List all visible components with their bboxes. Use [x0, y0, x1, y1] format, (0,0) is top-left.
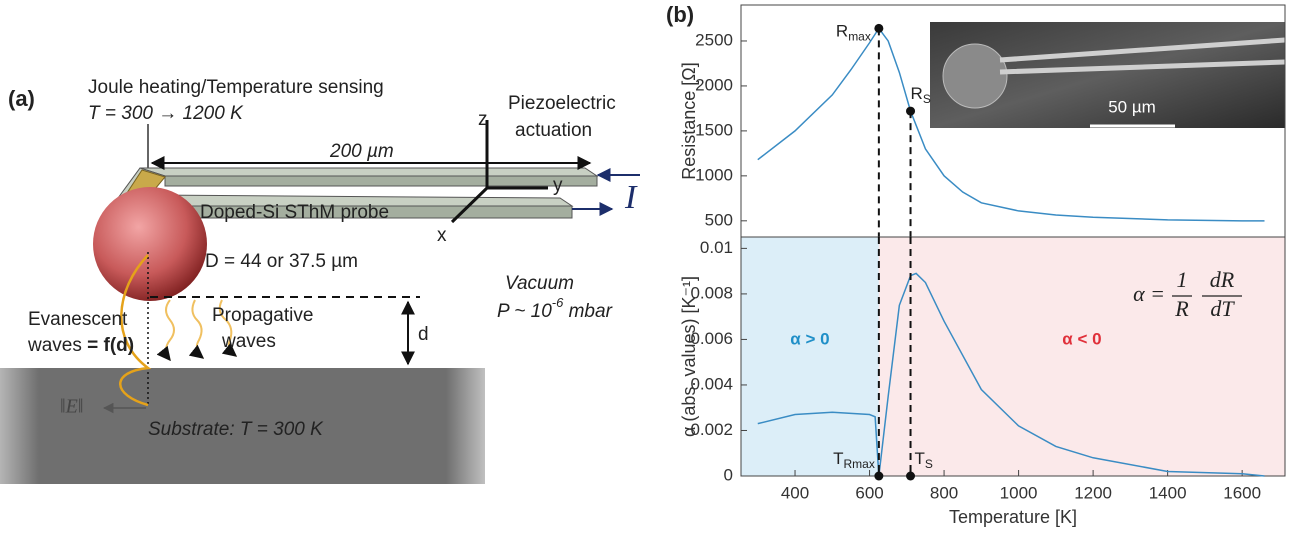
x-tick-label: 1600	[1223, 483, 1261, 502]
propagative-label: Propagative	[212, 305, 313, 326]
marker-label: Rmax	[836, 22, 871, 44]
propagative-label: waves	[221, 331, 276, 352]
label-base: T	[833, 449, 843, 468]
inset-cantilever	[999, 37, 1286, 75]
x-tick-label: 1000	[1000, 483, 1038, 502]
region	[741, 237, 879, 476]
data-line	[757, 27, 1265, 222]
diagram: (a) Joule heating/Temperature sensing T …	[0, 77, 640, 484]
scale-label: 50 µm	[1108, 97, 1156, 116]
x-axis-label: Temperature [K]	[949, 507, 1077, 527]
y-tick-label: 0.01	[700, 238, 733, 257]
y-tick-label: 1000	[695, 165, 733, 184]
formula-den: dT	[1210, 296, 1235, 321]
marker	[874, 471, 884, 481]
temperature-label: T = 300 → 1200 K	[88, 103, 244, 124]
probe-label: Doped-Si SThM probe	[200, 202, 389, 223]
panel-label: (a)	[8, 86, 35, 111]
y-tick-label: 0.006	[690, 329, 733, 348]
propagative-wave	[218, 299, 238, 357]
region-label: α < 0	[1062, 329, 1101, 348]
y-axis-label: Resistance [Ω]	[679, 62, 699, 180]
vacuum-label: Vacuum	[505, 273, 574, 294]
label-sub: S	[925, 457, 933, 471]
marker	[874, 23, 884, 33]
sphere	[93, 187, 207, 301]
label-base: R	[836, 22, 848, 41]
cantilever-arm	[139, 167, 599, 177]
axis-label: y	[553, 175, 563, 196]
region	[878, 237, 1285, 476]
formula-den: R	[1174, 296, 1189, 321]
y-tick-label: 2500	[695, 30, 733, 49]
formula-lhs: α =	[1133, 281, 1165, 306]
axis-arrow	[450, 186, 489, 224]
inset-sphere	[942, 43, 1008, 109]
y-tick-label: 2000	[695, 75, 733, 94]
current-label: I	[624, 179, 638, 216]
plot-frame	[740, 236, 1286, 477]
actuation-label: Piezoelectric	[508, 93, 616, 114]
pressure-text: P ~ 10	[497, 301, 552, 322]
region-label: α > 0	[790, 329, 829, 348]
propagative-wave	[156, 299, 175, 362]
y-tick-label: 0.004	[690, 374, 733, 393]
length-label: 200 µm	[329, 141, 394, 162]
marker-label: TRmax	[833, 449, 875, 471]
x-tick-label: 1400	[1149, 483, 1187, 502]
pressure-exponent: -6	[552, 295, 564, 310]
formula-num: dR	[1210, 267, 1235, 292]
substrate	[0, 368, 485, 484]
marker-label: TS	[915, 449, 933, 471]
y-tick-label: 1500	[695, 120, 733, 139]
propagative-wave	[188, 299, 205, 359]
marker	[906, 471, 916, 481]
formula-num: 1	[1177, 267, 1188, 292]
evanescent-wave	[119, 254, 152, 407]
cantilever-arm	[164, 175, 598, 187]
label-base: R	[911, 85, 923, 104]
field-label: ‖E‖	[60, 396, 83, 418]
marker-label: RS	[911, 85, 931, 107]
y-tick-label: 0	[724, 465, 733, 484]
y-tick-label: 500	[705, 210, 733, 229]
marker	[906, 106, 916, 116]
label-sub: max	[848, 30, 871, 44]
diameter-label: D = 44 or 37.5 µm	[205, 251, 358, 272]
evanescent-label: waves = f(d)	[27, 335, 134, 356]
actuation-label: actuation	[515, 120, 592, 141]
axis-label: z	[478, 109, 488, 130]
charts: 50 µm 500 1000 1500 2000 2500 Resistance [Ω] Rm…	[679, 4, 1286, 527]
x-tick-label: 1200	[1074, 483, 1112, 502]
evanescent-emphasis: = f(d)	[87, 335, 134, 356]
label-sub: Rmax	[844, 457, 875, 471]
x-tick-label: 600	[855, 483, 883, 502]
gap-label: d	[418, 324, 429, 345]
data-line	[757, 272, 1265, 477]
y-tick-label: 0.002	[690, 420, 733, 439]
y-axis-label: α (abs. values) [K⁻¹]	[679, 276, 699, 437]
x-tick-label: 400	[781, 483, 809, 502]
y-tick-label: 0.008	[690, 283, 733, 302]
x-tick-label: 800	[930, 483, 958, 502]
axis-label: x	[437, 225, 447, 246]
evanescent-text: waves	[27, 335, 87, 356]
evanescent-label: Evanescent	[28, 309, 128, 330]
pressure-label: P ~ 10-6 mbar	[497, 295, 613, 322]
pressure-unit: mbar	[563, 301, 612, 322]
panel-label: (b)	[666, 2, 694, 27]
label-sub: S	[923, 92, 931, 106]
substrate-label: Substrate: T = 300 K	[148, 419, 324, 440]
label-base: T	[915, 449, 925, 468]
heating-label: Joule heating/Temperature sensing	[88, 77, 384, 98]
